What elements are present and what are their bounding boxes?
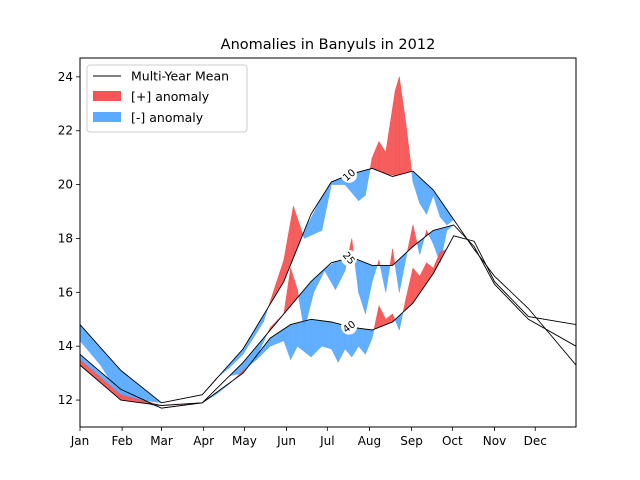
y-axis: 12 14 16 18 20 22 24: [58, 70, 80, 407]
x-tick-label-Jan: Jan: [70, 434, 90, 448]
x-tick-label-Oct: Oct: [442, 434, 463, 448]
depth-label-bg-10: [341, 166, 358, 183]
x-tick-label-Sep: Sep: [400, 434, 423, 448]
y-tick-label-12: 12: [58, 393, 73, 407]
x-tick-label-Jul: Jul: [319, 434, 334, 448]
x-axis: Jan Feb Mar Apr May Jun Jul Aug Sep Oct Nov Dec: [70, 427, 547, 448]
x-tick-label-Jun: Jun: [276, 434, 296, 448]
y-tick-label-20: 20: [58, 178, 73, 192]
plot-frame: [79, 57, 577, 428]
legend-positive-label: [+] anomaly: [131, 89, 210, 104]
legend-positive-swatch: [93, 91, 121, 101]
negative-anomaly-area-10: [358, 169, 366, 202]
x-tick-label-May: May: [232, 434, 257, 448]
positive-anomaly-area-10: [395, 76, 400, 177]
x-tick-label-Dec: Dec: [524, 434, 547, 448]
y-tick-label-24: 24: [58, 70, 73, 84]
legend-mean-label: Multi-Year Mean: [131, 69, 229, 84]
legend-negative-label: [-] anomaly: [131, 110, 204, 125]
y-tick-label-18: 18: [58, 231, 73, 245]
chart-title: Anomalies in Banyuls in 2012: [221, 37, 436, 53]
depth-label-bg-25: [341, 250, 358, 267]
x-tick-label-Aug: Aug: [358, 434, 381, 448]
negative-anomaly-area-40: [303, 318, 312, 358]
x-tick-label-Nov: Nov: [483, 434, 506, 448]
depth-label-bg-40: [341, 318, 358, 335]
x-tick-label-Feb: Feb: [112, 434, 133, 448]
negative-anomaly-area-40: [297, 320, 305, 353]
legend-negative-swatch: [93, 112, 121, 122]
x-tick-label-Apr: Apr: [193, 434, 214, 448]
legend: Multi-Year Mean [+] anomaly [-] anomaly: [86, 64, 248, 133]
x-tick-label-Mar: Mar: [150, 434, 173, 448]
negative-anomaly-area-40: [321, 320, 332, 350]
y-tick-label-22: 22: [58, 124, 73, 138]
legend-box: [86, 64, 248, 133]
y-tick-label-16: 16: [58, 285, 73, 299]
y-tick-label-14: 14: [58, 339, 73, 353]
